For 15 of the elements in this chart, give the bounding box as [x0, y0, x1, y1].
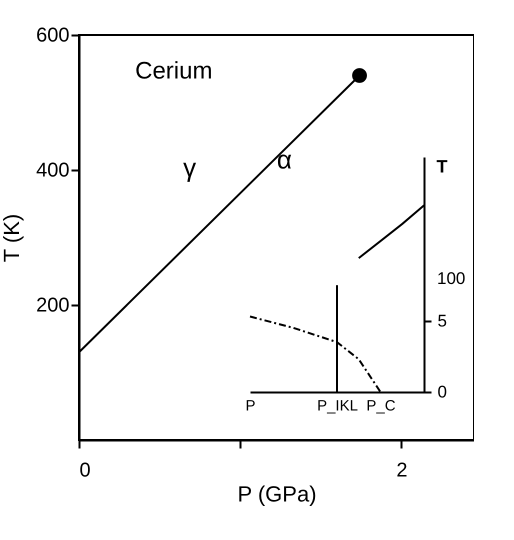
x-tick-label: P_C [366, 398, 396, 414]
y-tick-label: 400 [36, 160, 70, 182]
x-axis-title: P (GPa) [237, 482, 317, 506]
annotation: α [276, 144, 292, 175]
x-tick-label: P [245, 398, 256, 414]
y-tick-label: 200 [36, 294, 70, 316]
x-tick-label: 2 [396, 460, 408, 482]
annotation: 100 [437, 269, 466, 288]
annotation: Cerium [135, 57, 212, 84]
x-tick-label: P_IKL [317, 398, 358, 414]
y-tick-label: 600 [36, 24, 70, 46]
y-tick-label: 5 [438, 311, 447, 330]
y-axis-title: T [436, 156, 448, 176]
annotation: γ [183, 152, 196, 183]
y-axis-title: T (K) [0, 214, 24, 262]
